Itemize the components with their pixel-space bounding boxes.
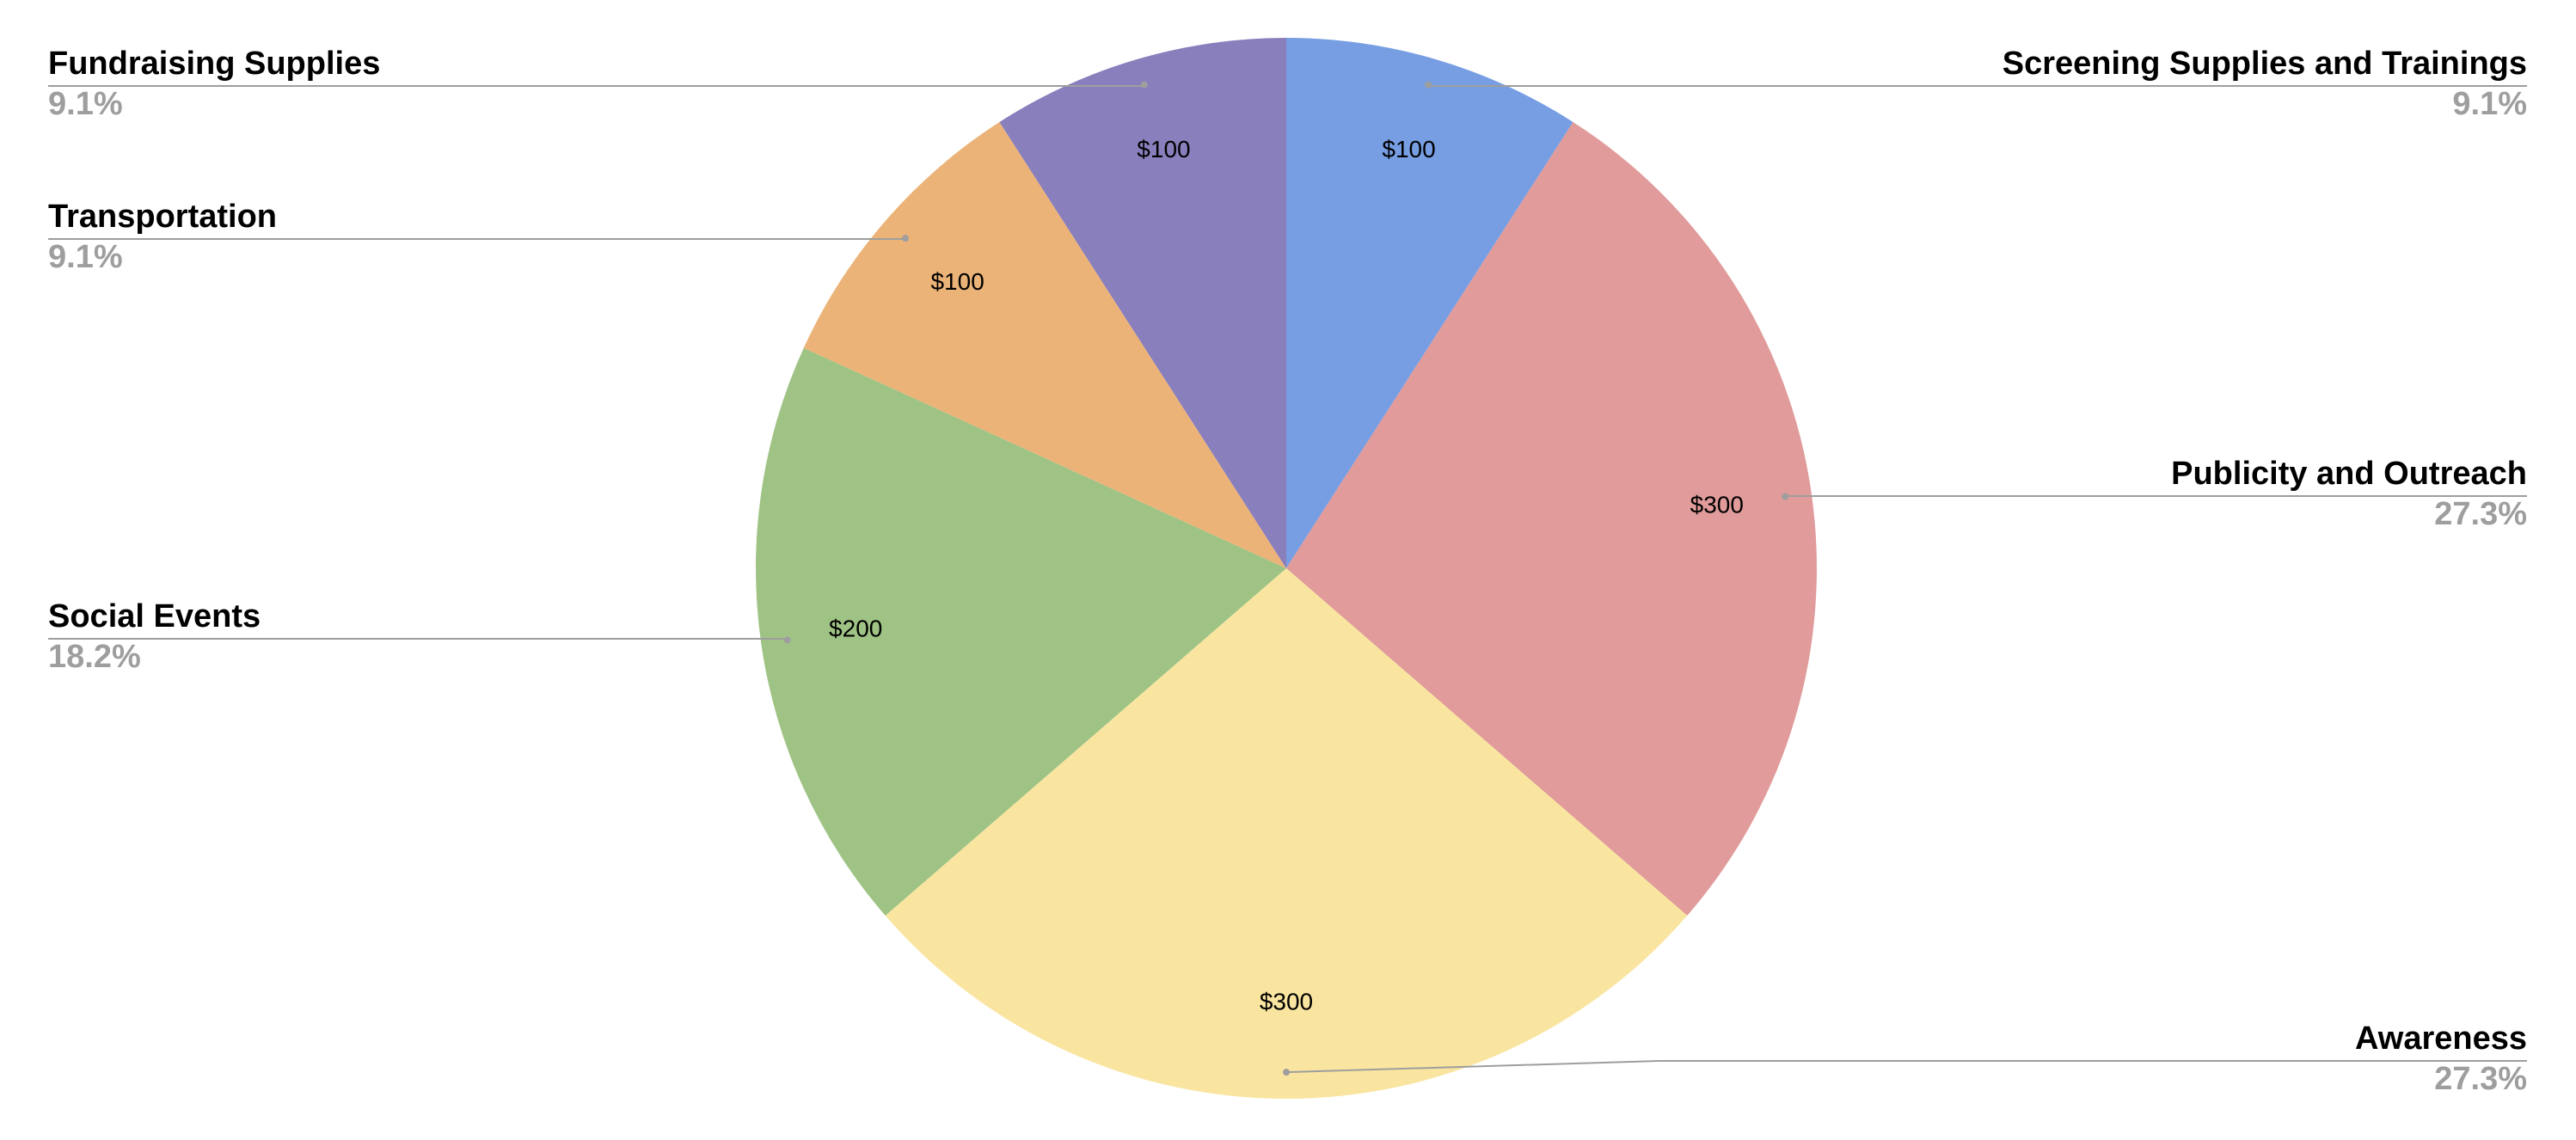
legend-label: Screening Supplies and Trainings <box>2003 46 2527 82</box>
pie-slice <box>1286 121 1817 916</box>
leader-line <box>48 238 907 240</box>
value-label: $100 <box>1137 136 1190 162</box>
percent-label: 27.3% <box>2434 1061 2527 1097</box>
leader-dot <box>902 235 910 242</box>
percent-label: 9.1% <box>48 86 123 122</box>
legend-label: Transportation <box>48 199 277 235</box>
legend-label: Social Events <box>48 598 261 634</box>
leader-dot <box>1140 81 1148 89</box>
legend-label: Publicity and Outreach <box>2171 456 2527 492</box>
leader-line <box>1285 1060 2527 1074</box>
leader-line <box>1784 495 2527 497</box>
leader-dot <box>783 636 791 644</box>
value-label: $300 <box>1260 988 1313 1014</box>
value-label: $200 <box>829 615 882 641</box>
pie-slice <box>999 38 1286 568</box>
value-label: $100 <box>1382 136 1435 162</box>
pie-slice <box>755 347 1286 916</box>
value-label: $300 <box>1690 491 1744 518</box>
legend-label: Awareness <box>2355 1020 2527 1057</box>
percent-label: 27.3% <box>2434 496 2527 532</box>
leader-line <box>1427 84 2527 87</box>
leader-line <box>48 638 788 640</box>
legend-label: Fundraising Supplies <box>48 46 380 82</box>
percent-label: 9.1% <box>2452 86 2527 122</box>
leader-line <box>48 84 1145 87</box>
pie-slice <box>803 121 1286 569</box>
leader-dot <box>1782 493 1789 500</box>
pie-slice <box>885 568 1688 1100</box>
percent-label: 9.1% <box>48 239 123 275</box>
value-label: $100 <box>930 268 984 295</box>
percent-label: 18.2% <box>48 639 141 675</box>
pie-slice <box>1286 38 1573 568</box>
leader-dot <box>1425 81 1432 89</box>
leader-dot <box>1283 1069 1290 1076</box>
